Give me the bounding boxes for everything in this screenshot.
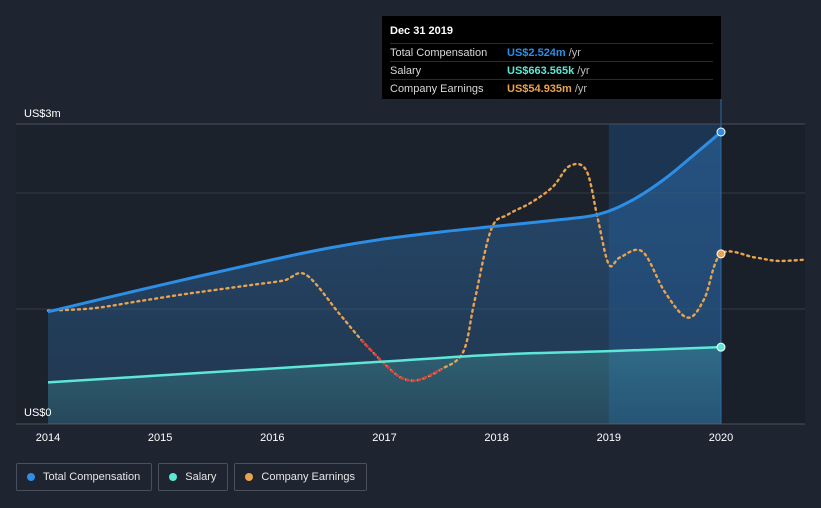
legend-label: Total Compensation [43,471,141,483]
series-marker-2 [716,249,726,259]
company-earnings-line [46,162,807,382]
series-marker-1 [716,342,726,352]
tooltip-unit: /yr [577,64,590,77]
legend-dot-icon [169,473,178,481]
tooltip-label: Salary [390,64,422,77]
x-tick-label: 2020 [709,432,733,444]
x-tick-label: 2015 [148,432,172,444]
total-compensation-area [48,132,721,424]
x-tick-label: 2016 [260,432,284,444]
legend-item-company-earnings[interactable]: Company Earnings [234,463,367,491]
y-tick-label: US$0 [24,407,52,419]
x-tick-label: 2014 [36,432,60,444]
total-compensation-line [47,130,722,314]
legend-item-salary[interactable]: Salary [158,463,229,491]
legend-dot-icon [27,473,35,481]
legend-item-total-compensation[interactable]: Total Compensation [16,463,153,491]
tooltip-unit: /yr [568,46,581,59]
x-tick-label: 2018 [484,432,508,444]
legend-label: Company Earnings [261,471,355,483]
x-tick-label: 2017 [372,432,396,444]
legend: Total Compensation Salary Company Earnin… [16,463,367,491]
legend-dot-icon [245,473,254,481]
y-tick-label: US$3m [24,108,61,120]
tooltip: Dec 31 2019 Total Compensation US$2.524m… [382,16,721,99]
series-marker-0 [716,127,726,137]
tooltip-label: Total Compensation [390,46,488,59]
company-earnings-negative-segment [360,339,442,382]
tooltip-row-total-compensation: Total Compensation US$2.524m /yr [390,43,713,61]
tooltip-unit: /yr [574,82,588,95]
tooltip-value: US$2.524m [507,46,566,59]
tooltip-value: US$663.565k [507,64,575,77]
x-tick-label: 2019 [597,432,621,444]
legend-label: Salary [185,471,217,483]
tooltip-value: US$54.935m [507,82,572,95]
tooltip-label: Company Earnings [390,82,484,95]
tooltip-row-company-earnings: Company Earnings US$54.935m /yr [390,79,713,97]
tooltip-row-salary: Salary US$663.565k /yr [390,61,713,79]
tooltip-title: Dec 31 2019 [390,25,453,37]
salary-area [48,347,721,424]
salary-line [47,345,722,384]
